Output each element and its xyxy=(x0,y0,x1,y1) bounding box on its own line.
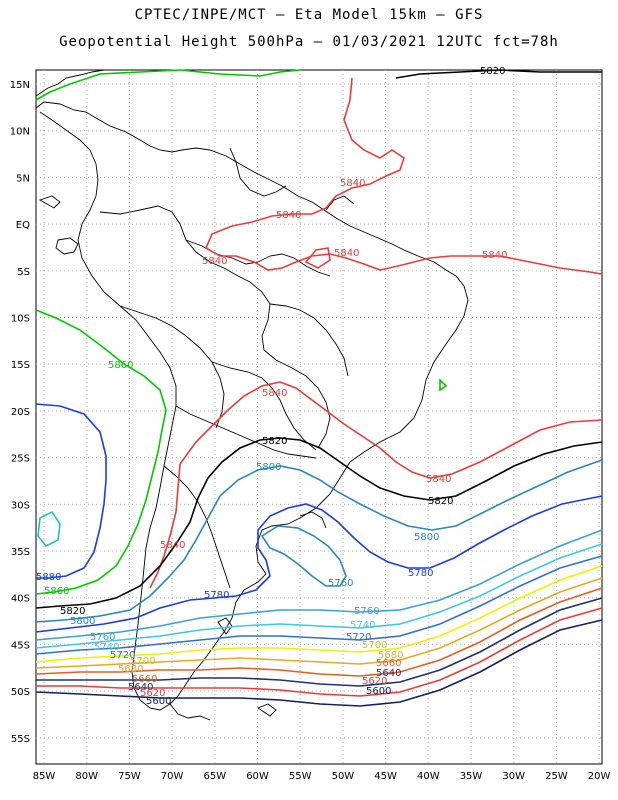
lon-tick-label: 50W xyxy=(332,771,355,782)
lat-tick-label: 25S xyxy=(11,454,30,465)
contour-5860-islet xyxy=(439,378,448,392)
contour-5860-north xyxy=(35,69,301,101)
contour-5760-loop xyxy=(260,525,347,587)
label-5780: 5780 xyxy=(204,590,229,601)
height-contours xyxy=(35,69,603,707)
contour-5740-band xyxy=(35,543,603,649)
lon-tick-label: 80W xyxy=(75,771,98,782)
contour-5800-central xyxy=(35,459,603,623)
label-5860: 5860 xyxy=(44,586,69,597)
label-5700: 5700 xyxy=(130,656,155,667)
label-5680: 5680 xyxy=(378,650,403,661)
label-5760: 5760 xyxy=(90,632,115,643)
label-5640: 5640 xyxy=(376,668,401,679)
label-5800: 5800 xyxy=(70,616,95,627)
label-5820: 5820 xyxy=(262,436,287,447)
contour-5840-central xyxy=(149,381,603,589)
label-5880: 5880 xyxy=(36,572,61,583)
contour-5660-band xyxy=(35,587,603,677)
lat-tick-label: 45S xyxy=(11,640,30,651)
contour-5600-band xyxy=(35,619,603,707)
label-5840: 5840 xyxy=(340,178,365,189)
contour-5880-west xyxy=(35,403,107,579)
country-borders xyxy=(35,69,469,721)
lat-tick-label: 20S xyxy=(11,407,30,418)
label-5740: 5740 xyxy=(94,642,119,653)
label-5800: 5800 xyxy=(256,462,281,473)
label-5700: 5700 xyxy=(362,640,387,651)
contour-5700-band xyxy=(35,565,603,663)
label-5720: 5720 xyxy=(346,632,371,643)
lat-tick-label: 15S xyxy=(11,360,30,371)
map-frame xyxy=(35,69,603,765)
label-5740: 5740 xyxy=(350,620,375,631)
contour-5640-band xyxy=(36,597,603,687)
lat-tick-label: 55S xyxy=(11,734,30,745)
lat-tick-label: EQ xyxy=(16,220,30,231)
label-5760: 5760 xyxy=(354,606,379,617)
contour-5620-band xyxy=(36,607,603,697)
lat-tick-label: 5N xyxy=(16,173,30,184)
label-5640: 5640 xyxy=(128,682,153,693)
contour-5680-band xyxy=(35,577,603,669)
label-5820: 5820 xyxy=(428,496,453,507)
contour-5840-north xyxy=(204,77,603,275)
label-5620: 5620 xyxy=(140,688,165,699)
label-5840: 5840 xyxy=(262,388,287,399)
lon-tick-label: 60W xyxy=(246,771,269,782)
lat-tick-label: 10N xyxy=(10,127,30,138)
contour-5840-loop xyxy=(304,247,331,269)
contour-5880-blob xyxy=(37,510,61,548)
lon-tick-label: 85W xyxy=(33,771,56,782)
map-subtitle: Geopotential Height 500hPa – 01/03/2021 … xyxy=(59,34,559,50)
label-5840: 5840 xyxy=(482,250,507,261)
contour-5860-west xyxy=(35,309,167,595)
label-5840: 5840 xyxy=(334,248,359,259)
contour-labels: 5820 5840 5840 5840 5840 5840 5860 5840 … xyxy=(36,66,507,707)
lon-tick-label: 70W xyxy=(161,771,184,782)
lon-tick-label: 30W xyxy=(502,771,525,782)
label-5680: 5680 xyxy=(118,664,143,675)
lon-tick-label: 75W xyxy=(118,771,141,782)
contour-5780-central xyxy=(35,495,603,633)
lat-tick-label: 30S xyxy=(11,500,30,511)
label-5720: 5720 xyxy=(110,650,135,661)
map-title: CPTEC/INPE/MCT – Eta Model 15km – GFS xyxy=(134,7,484,23)
label-5760: 5760 xyxy=(328,578,353,589)
contour-5760-band xyxy=(35,529,603,641)
lon-tick-label: 55W xyxy=(289,771,312,782)
lat-tick-label: 50S xyxy=(11,687,30,698)
latitude-labels: 15N 10N 5N EQ 5S 10S 15S 20S 25S 30S 35S 40S 45S 50S 5… xyxy=(10,80,30,745)
label-5800: 5800 xyxy=(414,532,439,543)
lat-tick-label: 5S xyxy=(17,267,30,278)
label-5860: 5860 xyxy=(108,360,133,371)
label-5600: 5600 xyxy=(366,686,391,697)
label-5820: 5820 xyxy=(60,606,85,617)
lat-tick-label: 15N xyxy=(10,80,30,91)
contour-5820-central xyxy=(35,437,603,609)
label-5620: 5620 xyxy=(362,676,387,687)
contour-5720-band xyxy=(35,555,603,655)
label-5660: 5660 xyxy=(376,658,401,669)
lon-tick-label: 35W xyxy=(460,771,483,782)
contour-5820-north xyxy=(395,69,602,79)
lat-tick-label: 35S xyxy=(11,547,30,558)
lat-tick-label: 40S xyxy=(11,594,30,605)
label-5600: 5600 xyxy=(146,696,171,707)
label-5840: 5840 xyxy=(160,540,185,551)
longitude-labels: 85W 80W 75W 70W 65W 60W 55W 50W 45W 40W 35W 30W 25W 2… xyxy=(33,771,611,782)
lon-tick-label: 65W xyxy=(203,771,226,782)
label-5840: 5840 xyxy=(426,474,451,485)
lat-tick-label: 10S xyxy=(11,314,30,325)
label-5780: 5780 xyxy=(408,568,433,579)
lon-tick-label: 40W xyxy=(417,771,440,782)
lon-tick-label: 25W xyxy=(545,771,568,782)
label-5660: 5660 xyxy=(132,674,157,685)
lon-tick-label: 45W xyxy=(374,771,397,782)
label-5820: 5820 xyxy=(480,66,505,77)
lon-tick-label: 20W xyxy=(588,771,611,782)
label-5840: 5840 xyxy=(276,210,301,221)
label-5840: 5840 xyxy=(202,256,227,267)
